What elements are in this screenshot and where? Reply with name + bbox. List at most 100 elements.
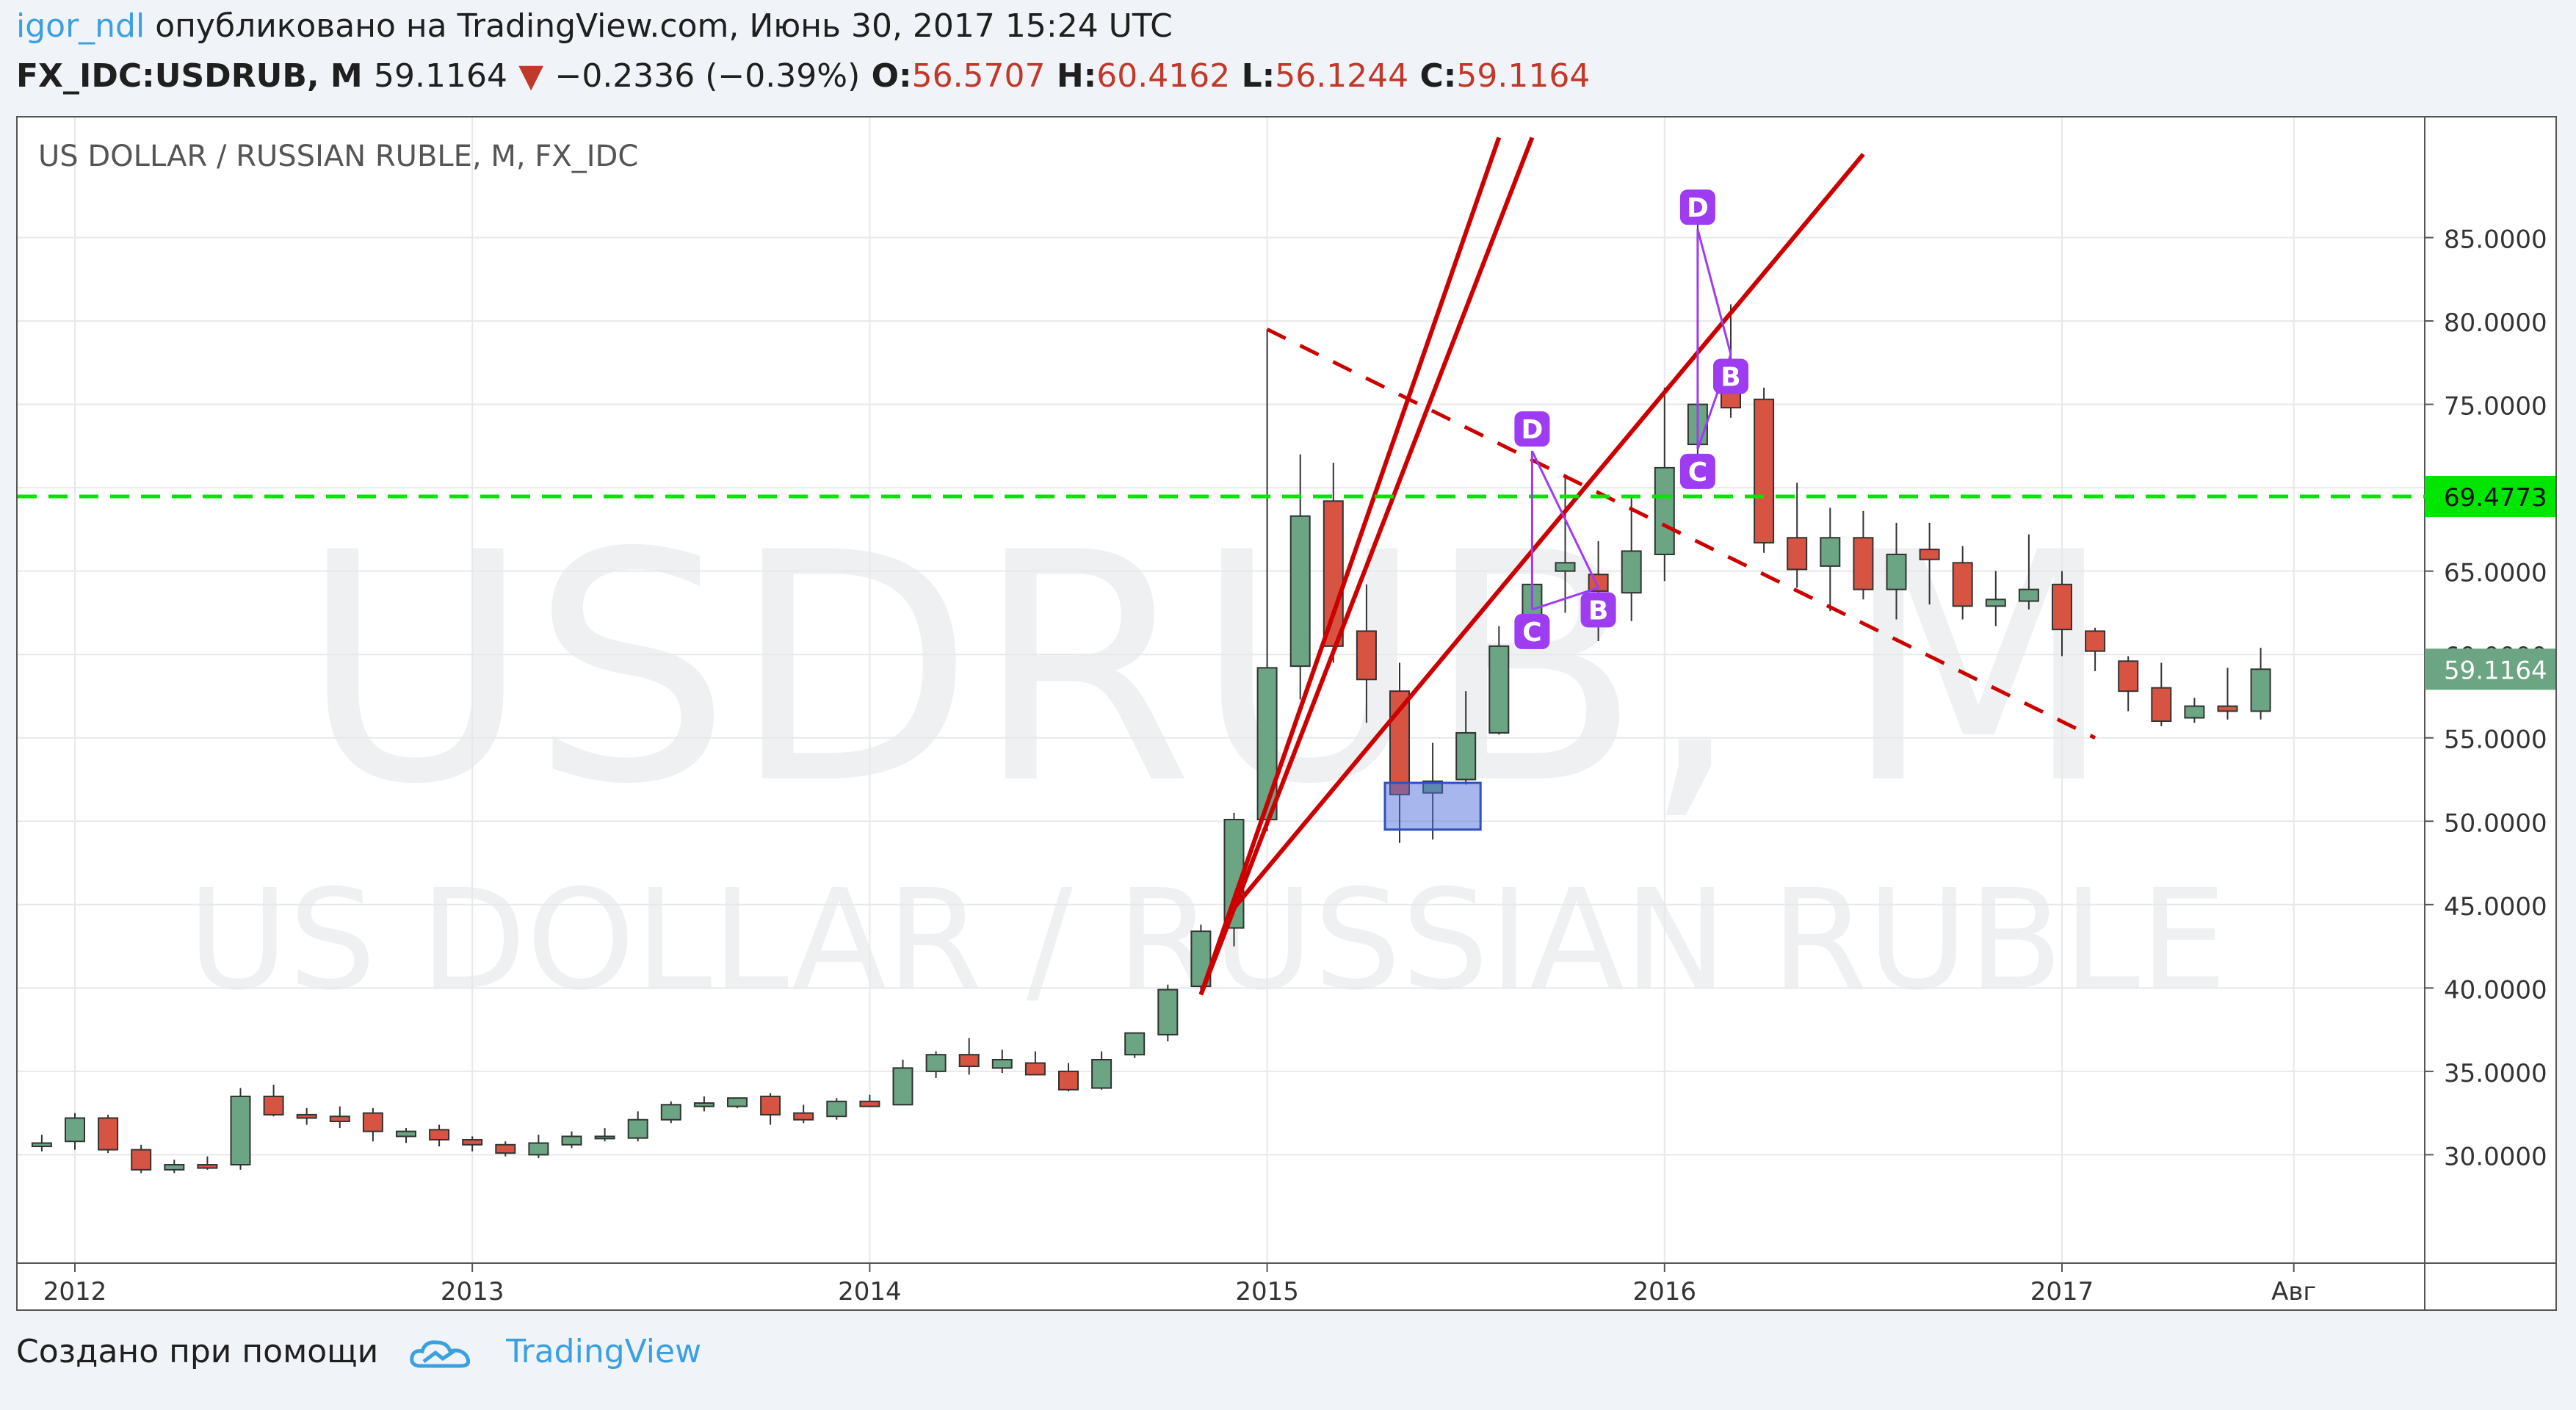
candle-body <box>1820 537 1841 567</box>
candle <box>1985 571 2006 626</box>
candle-body <box>1555 562 1576 572</box>
candle-body <box>1124 1032 1146 1056</box>
candle-body <box>230 1095 251 1166</box>
pattern-label-bg <box>1679 453 1715 489</box>
author-link[interactable]: igor_ndl <box>16 7 145 45</box>
y-tick-label: 40.0000 <box>2444 975 2547 1005</box>
candle <box>793 1104 814 1124</box>
pattern-label: C <box>1522 618 1541 648</box>
watermark-symbol: USDRUB, M <box>300 486 2115 853</box>
candle-body <box>296 1113 317 1119</box>
candle-body <box>2052 583 2072 631</box>
pattern-label: D <box>1687 193 1709 223</box>
candle-body <box>1356 630 1377 681</box>
candle-body <box>1024 1062 1046 1076</box>
candle-body <box>164 1164 185 1171</box>
candle <box>429 1124 450 1147</box>
trendline-dashed <box>1266 328 2096 740</box>
candle <box>1621 496 1642 621</box>
candle-body <box>1455 731 1477 781</box>
candle-body <box>1853 537 1874 590</box>
candle-body <box>197 1164 218 1169</box>
x-tick-label: 2016 <box>1633 1277 1697 1306</box>
tradingview-brand-link[interactable]: TradingView <box>506 1333 702 1370</box>
pattern-point-d: D <box>1679 189 1715 225</box>
candle <box>1289 454 1311 700</box>
candle-body <box>892 1067 913 1106</box>
x-tick-label: 2017 <box>2030 1277 2094 1306</box>
footer: Создано при помощи TradingView <box>16 1333 701 1372</box>
pattern-label: D <box>1521 415 1543 445</box>
pattern-label: B <box>1721 362 1740 392</box>
candlestick-chart[interactable]: USDRUB, MUS DOLLAR / RUSSIAN RUBLE30.000… <box>18 118 2555 1309</box>
x-tick-label: Авг <box>2271 1277 2316 1306</box>
open-value: 56.5707 <box>911 57 1046 95</box>
candle <box>31 1135 52 1152</box>
candle <box>1058 1063 1079 1092</box>
candle-body <box>793 1112 814 1121</box>
candle <box>296 1107 317 1125</box>
candle-body <box>1621 550 1642 594</box>
made-with-text: Создано при помощи <box>16 1333 379 1370</box>
y-tick-label: 65.0000 <box>2444 559 2547 588</box>
y-tick-label: 30.0000 <box>2444 1142 2547 1171</box>
symbol-header: FX_IDC:USDRUB, M 59.1164 ▼ −0.2336 (−0.3… <box>16 57 1590 95</box>
pattern-point-c: C <box>1679 453 1715 489</box>
last-price-tag <box>2425 648 2555 690</box>
candle-body <box>2118 660 2139 693</box>
hline-price-label: 69.4773 <box>2444 483 2547 513</box>
candle-body <box>1985 599 2006 607</box>
candle <box>2250 648 2271 720</box>
y-tick-label: 35.0000 <box>2444 1059 2547 1088</box>
candle-body <box>1886 553 1907 590</box>
candle <box>528 1135 549 1158</box>
candle <box>1919 522 1940 605</box>
candle <box>1256 329 1278 831</box>
open-label: O: <box>871 57 912 95</box>
candle <box>1091 1051 1112 1090</box>
y-tick-label: 50.0000 <box>2444 809 2547 838</box>
candle-body <box>2184 705 2205 719</box>
candle <box>2085 627 2106 671</box>
candle-body <box>1919 549 1940 560</box>
candle <box>462 1136 483 1152</box>
candle-body <box>1488 645 1510 734</box>
close-value: 59.1164 <box>1456 57 1591 95</box>
candle <box>892 1059 913 1106</box>
candle-body <box>594 1135 615 1140</box>
y-tick-label: 80.0000 <box>2444 308 2547 338</box>
chart-container[interactable]: USDRUB, M US DOLLAR / RUSSIAN RUBLE 30.000… <box>16 116 2557 1311</box>
pattern-label-bg <box>1580 592 1616 628</box>
candle-body <box>826 1100 847 1118</box>
candle <box>1654 387 1675 582</box>
candle-body <box>131 1149 152 1171</box>
x-tick-label: 2014 <box>838 1277 902 1306</box>
symbol-name: FX_IDC:USDRUB, M <box>16 57 363 95</box>
candle <box>958 1038 980 1075</box>
publish-info: опубликовано на TradingView.com, Июнь 30… <box>155 7 1173 45</box>
candle-body <box>627 1118 648 1139</box>
candle <box>727 1097 748 1108</box>
down-arrow-icon: ▼ <box>518 57 544 95</box>
candle <box>2118 656 2139 712</box>
candle-body <box>1952 562 1973 607</box>
candle <box>131 1144 152 1174</box>
trendline <box>1198 137 1502 996</box>
y-tick-label: 45.0000 <box>2444 892 2547 922</box>
candle <box>660 1101 681 1124</box>
pattern-label-bg <box>1514 613 1550 649</box>
x-tick-label: 2013 <box>441 1277 504 1306</box>
pattern-point-b: B <box>1713 358 1748 394</box>
tradingview-cloud-icon <box>410 1340 471 1368</box>
candle <box>263 1085 284 1117</box>
candle <box>693 1096 714 1112</box>
pattern-point-b: B <box>1580 592 1616 628</box>
candle-body <box>991 1058 1013 1069</box>
hline-price-tag <box>2425 476 2555 518</box>
candle-body <box>462 1138 483 1146</box>
candle <box>1190 925 1212 990</box>
pattern-label-bg <box>1713 358 1748 394</box>
pattern-label-bg <box>1514 411 1550 447</box>
candle <box>2217 668 2238 720</box>
low-label: L: <box>1241 57 1276 95</box>
